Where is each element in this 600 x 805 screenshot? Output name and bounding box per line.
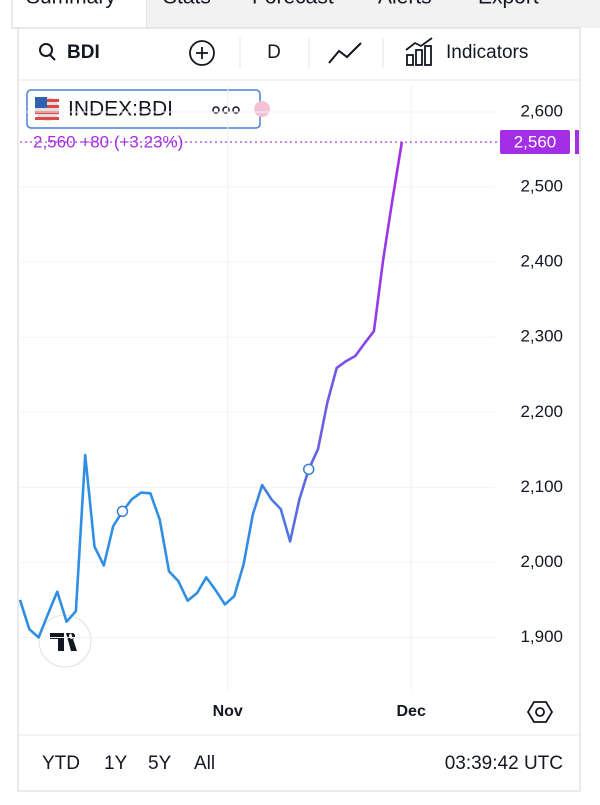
range-button[interactable]: 5Y (148, 753, 172, 774)
tab[interactable]: Summary (26, 0, 116, 9)
search-icon[interactable] (39, 43, 56, 61)
tab[interactable]: Export (478, 0, 539, 9)
last-price-label: 2,560 (514, 133, 557, 152)
y-tick-label: 2,600 (520, 102, 563, 121)
range-button[interactable]: YTD (42, 753, 80, 774)
y-tick-label: 2,000 (520, 552, 563, 571)
last-price-tick (575, 130, 579, 155)
clock: 03:39:42 UTC (445, 753, 563, 774)
quote: 2,560 +80 (+3.23%) (33, 133, 183, 152)
y-tick-label: 2,200 (520, 402, 563, 421)
y-tick-label: 1,900 (520, 627, 563, 646)
add-button[interactable] (189, 40, 215, 66)
symbol[interactable]: BDI (67, 42, 100, 63)
last-price-badge (500, 130, 570, 155)
event-marker (302, 463, 315, 476)
interval[interactable]: D (267, 42, 281, 63)
y-tick-label: 2,400 (520, 252, 563, 271)
status-dot (254, 101, 270, 117)
chart-style-icon[interactable] (328, 42, 362, 64)
flag-icon (35, 97, 59, 121)
range-button[interactable]: All (194, 753, 215, 774)
chart-frame (17, 27, 581, 792)
y-tick-label: 2,100 (520, 477, 563, 496)
x-tick-label: Nov (213, 703, 243, 720)
tab-selected[interactable] (11, 0, 148, 29)
tab-bar (147, 0, 600, 28)
tradingview-logo (38, 614, 92, 668)
symbol-label: INDEX:BDI (68, 98, 173, 121)
indicators[interactable]: Indicators (446, 42, 528, 63)
more-icon[interactable] (212, 106, 240, 114)
tab[interactable]: Alerts (378, 0, 432, 9)
tab[interactable]: Stats (163, 0, 211, 9)
settings-icon[interactable] (526, 701, 554, 723)
x-tick-label: Dec (396, 703, 425, 720)
y-tick-label: 2,500 (520, 177, 563, 196)
price-line (18, 141, 404, 639)
y-tick-label: 2,300 (520, 327, 563, 346)
event-marker (116, 505, 129, 518)
tab[interactable]: Forecast (252, 0, 334, 9)
indicators-icon[interactable] (405, 37, 433, 66)
range-button[interactable]: 1Y (104, 753, 128, 774)
